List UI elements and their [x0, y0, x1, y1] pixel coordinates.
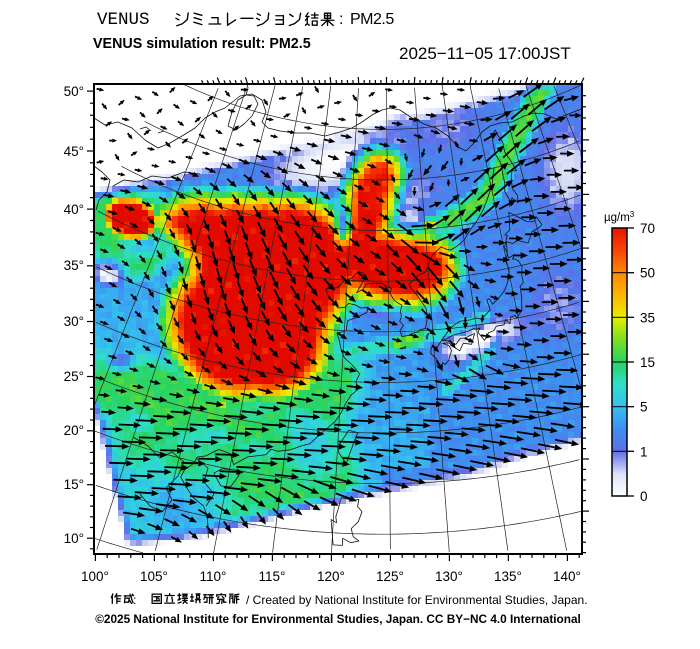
svg-text:30°: 30°: [64, 314, 84, 329]
svg-text:20°: 20°: [64, 423, 84, 438]
svg-text:35: 35: [640, 310, 655, 325]
svg-text:/ Created by National Institut: / Created by National Institute for Envi…: [246, 593, 588, 607]
svg-text:µg/m3: µg/m3: [604, 210, 635, 224]
svg-text:50°: 50°: [64, 84, 84, 99]
svg-text:35°: 35°: [64, 258, 84, 273]
svg-text:©2025 National Institute for E: ©2025 National Institute for Environment…: [95, 612, 581, 626]
svg-text:50: 50: [640, 266, 655, 281]
svg-text:0: 0: [640, 489, 648, 504]
svg-text:25°: 25°: [64, 369, 84, 384]
svg-text:40°: 40°: [64, 202, 84, 217]
svg-text:1: 1: [640, 444, 648, 459]
svg-text::: :: [133, 593, 136, 607]
svg-text:120°: 120°: [317, 569, 345, 584]
svg-text:135°: 135°: [494, 569, 522, 584]
svg-text:110°: 110°: [200, 569, 227, 584]
svg-text:140°: 140°: [553, 569, 581, 584]
svg-text:5: 5: [640, 400, 648, 415]
svg-text:70: 70: [640, 221, 655, 236]
svg-text:15°: 15°: [64, 477, 84, 492]
svg-text:45°: 45°: [64, 144, 84, 159]
svg-text:130°: 130°: [435, 569, 463, 584]
svg-text:15: 15: [640, 355, 655, 370]
svg-text:10°: 10°: [64, 531, 84, 546]
svg-text:125°: 125°: [376, 569, 404, 584]
svg-text:115°: 115°: [259, 569, 286, 584]
svg-text:105°: 105°: [140, 569, 168, 584]
svg-text:100°: 100°: [81, 569, 109, 584]
